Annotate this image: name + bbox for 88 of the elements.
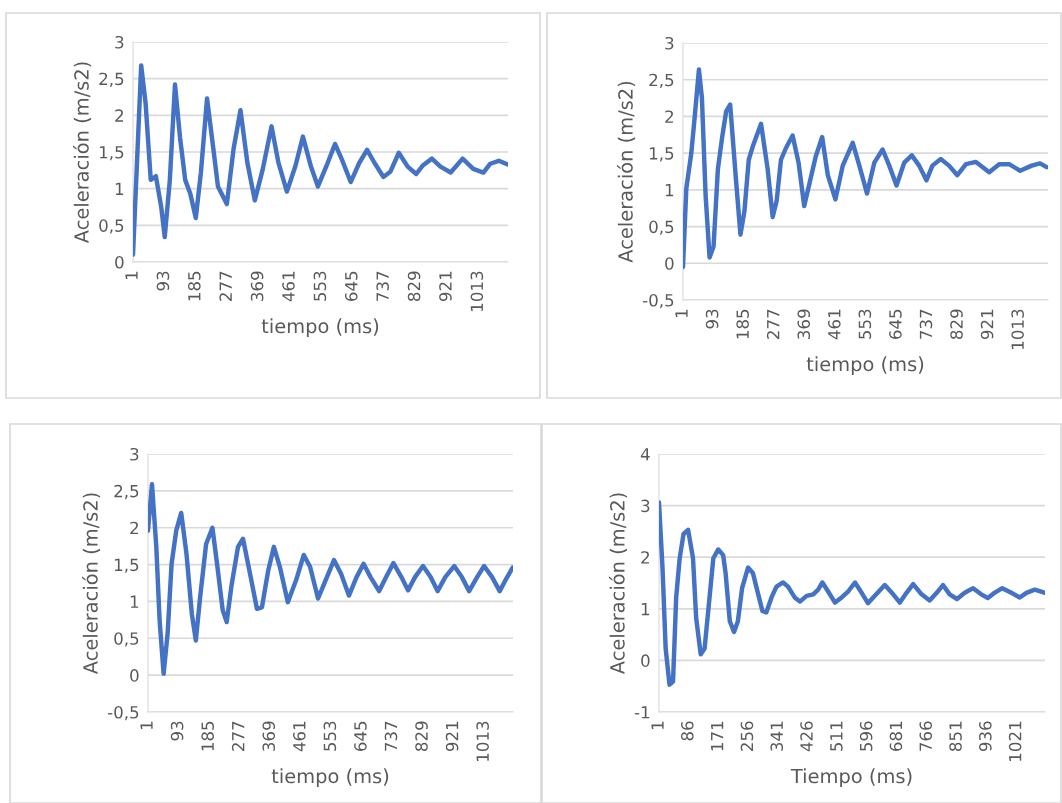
x-tick-label: 369 [797, 309, 811, 339]
x-tick-label: 256 [740, 721, 754, 751]
x-tick-label: 645 [344, 271, 358, 301]
x-tick-label: 936 [979, 721, 992, 752]
x-tick-label: 185 [201, 721, 214, 751]
x-tick-label: 829 [950, 309, 963, 340]
x-tick-label: 1013 [1011, 309, 1024, 349]
x-tick-label: 461 [828, 309, 841, 340]
x-tick-label: 1021 [1008, 721, 1022, 761]
x-tick-label: 1013 [476, 721, 489, 761]
y-tick-label: -0,5 [107, 705, 139, 721]
y-tick-label: 2 [130, 521, 138, 535]
x-axis-title: tiempo (ms) [806, 356, 924, 376]
y-tick-label: 0 [130, 669, 139, 682]
x-tick-label: 737 [376, 271, 389, 301]
y-tick-label: 1,5 [649, 147, 674, 162]
x-tick-label: 277 [219, 271, 232, 301]
y-tick-label: -1 [634, 706, 650, 719]
y-tick-label: 2,5 [99, 72, 124, 87]
y-tick-label: 3 [641, 499, 650, 513]
x-tick-label: 737 [919, 309, 933, 339]
x-tick-label: 461 [293, 721, 306, 752]
y-tick-label: 0,5 [99, 219, 124, 234]
x-tick-label: 511 [830, 721, 843, 751]
x-tick-label: 1013 [470, 271, 484, 311]
y-tick-label: 0,5 [649, 220, 674, 235]
line-series [659, 500, 1045, 687]
y-tick-label: 3 [115, 35, 124, 49]
x-tick-label: 553 [858, 309, 872, 339]
x-tick-label: 681 [889, 721, 903, 751]
y-tick-label: -0,5 [642, 293, 674, 309]
y-tick-label: 1 [641, 602, 650, 616]
x-tick-label: 921 [980, 309, 994, 340]
y-tick-label: 4 [640, 448, 650, 461]
y-tick-label: 2 [115, 109, 123, 122]
x-tick-label: 93 [170, 721, 184, 741]
x-axis-title: tiempo (ms) [261, 318, 379, 338]
y-tick-label: 3 [130, 447, 139, 461]
x-tick-label: 369 [262, 721, 276, 751]
x-tick-label: 171 [711, 721, 724, 751]
x-tick-label: 341 [770, 721, 784, 751]
y-tick-label: 2 [665, 110, 673, 123]
y-axis-title: Aceleración (m/s2) [617, 81, 636, 263]
y-axis-title: Aceleración (m/s2) [82, 493, 101, 675]
x-tick-label: 766 [919, 721, 933, 751]
line-series [148, 482, 513, 676]
line-series [683, 67, 1048, 270]
x-tick-label: 86 [681, 721, 694, 741]
line-series [133, 63, 508, 257]
y-tick-label: 2,5 [649, 73, 674, 88]
y-axis-title: Aceleración (m/s2) [73, 62, 92, 244]
x-tick-label: 426 [800, 721, 813, 752]
y-tick-label: 1 [130, 595, 139, 608]
y-tick-label: 2,5 [114, 484, 139, 500]
x-tick-label: 645 [354, 721, 367, 751]
y-axis-title: Aceleración (m/s2) [608, 493, 628, 675]
x-tick-label: 93 [705, 309, 719, 329]
x-tick-label: 185 [188, 271, 201, 301]
x-tick-label: 553 [313, 271, 327, 301]
x-tick-label: 1 [675, 309, 688, 318]
y-tick-label: 2 [641, 551, 649, 564]
y-tick-label: 1,5 [114, 558, 139, 573]
x-tick-label: 829 [415, 721, 428, 752]
y-tick-label: 1 [115, 182, 124, 195]
y-tick-label: 1 [665, 184, 674, 197]
y-tick-label: 1,5 [99, 146, 124, 161]
x-tick-label: 921 [445, 721, 459, 752]
x-tick-label: 185 [736, 309, 749, 339]
y-tick-label: 0,5 [114, 632, 139, 647]
x-tick-label: 851 [949, 721, 962, 752]
x-tick-label: 277 [766, 309, 780, 339]
x-axis-title: Tiempo (ms) [790, 768, 912, 788]
x-tick-label: 369 [250, 271, 264, 301]
x-tick-label: 461 [282, 271, 295, 302]
y-tick-label: 0 [115, 255, 124, 269]
x-tick-label: 553 [323, 721, 337, 751]
x-tick-label: 737 [384, 721, 398, 751]
x-axis-title: tiempo (ms) [271, 768, 389, 788]
x-tick-label: 1 [140, 721, 153, 730]
x-tick-label: 829 [407, 271, 421, 302]
x-tick-label: 921 [439, 271, 452, 302]
x-tick-label: 93 [156, 271, 170, 291]
x-tick-label: 277 [231, 721, 245, 751]
x-tick-label: 645 [889, 309, 902, 339]
y-tick-label: 3 [665, 36, 674, 50]
x-tick-label: 596 [859, 721, 873, 751]
y-tick-label: 0 [641, 654, 650, 667]
y-tick-label: 0 [665, 257, 674, 270]
